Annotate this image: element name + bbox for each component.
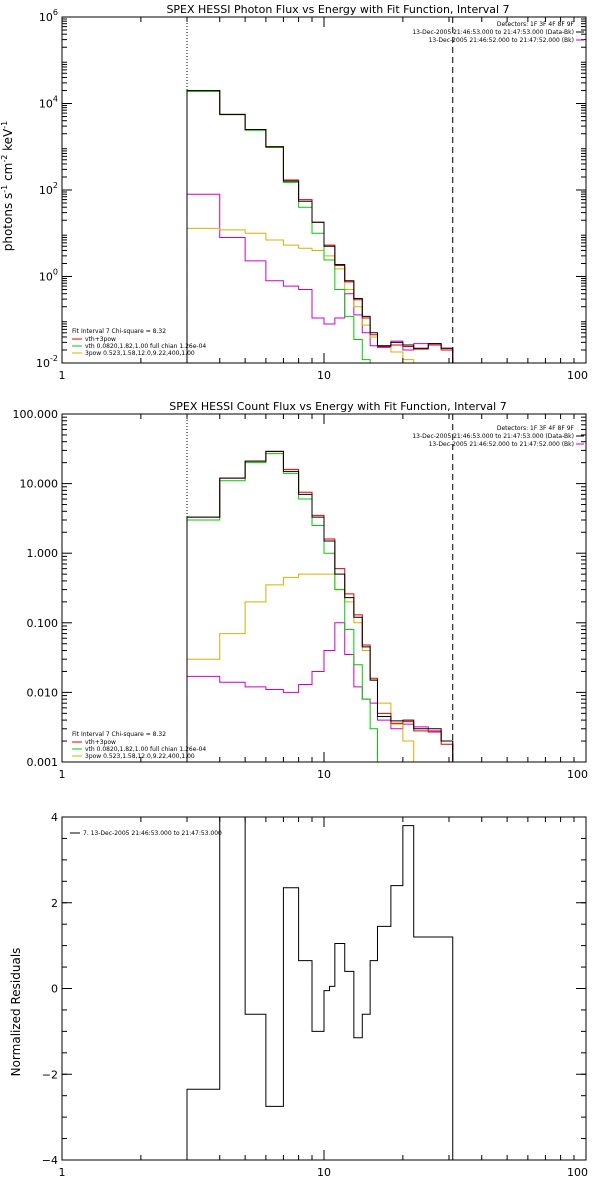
photon-flux-series-3pow [186,227,453,364]
count-flux-legend-fit: Fit Interval 7 Chi-square = 8.32 vth+3po… [72,731,206,760]
count-flux-x-tick-label: 1 [59,768,66,781]
residuals-x-ticks: 1 10 100 [59,817,588,1179]
count-flux-fit-vth: vth 0.0820,1.82,1.00 full chian 1.26e-04 [85,746,206,753]
residuals-y-tick-label: 0 [51,983,58,996]
count-flux-y-tick-label: 0.100 [27,617,59,630]
count-flux-detectors: Detectors: 1F 3F 4F 8F 9F [497,425,575,432]
count-flux-x-tick-label: 100 [567,768,588,781]
count-flux-y-tick-label: 100.000 [13,408,59,421]
photon-flux-y-ticks: 10-2 100 102 104 106 [36,8,586,370]
count-flux-legend-bk: 13-Dec-2005 21:46:52.000 to 21:47:52.000… [429,441,574,448]
photon-flux-fit-header: Fit Interval 7 Chi-square = 8.32 [72,328,166,335]
photon-flux-y-tick-label: 100 [39,268,58,284]
photon-flux-y-tick-label: 104 [39,95,58,111]
count-flux-fit-vth3pow: vth+3pow [85,739,116,746]
photon-flux-series-vth-plus-3pow [186,89,454,363]
photon-flux-series-vth [186,90,453,364]
residuals-x-tick-label: 1 [59,1166,66,1179]
count-flux-axes-frame [61,413,587,763]
residuals-ylabel: Normalized Residuals [9,948,23,1077]
photon-flux-axes-frame [61,16,587,364]
residuals-x-tick-label: 10 [317,1166,331,1179]
photon-flux-ylabel: photons s-1 cm-2 keV-1 [0,121,15,252]
photon-flux-detectors: Detectors: 1F 3F 4F 8F 9F [497,21,575,28]
photon-flux-y-tick-label: 102 [39,181,58,197]
residuals-legend: 7. 13-Dec-2005 21:46:53.000 to 21:47:53.… [70,830,222,837]
residuals-y-tick-label: −4 [42,1154,58,1167]
count-flux-legend-topright: Detectors: 1F 3F 4F 8F 9F 13-Dec-2005 21… [412,425,584,448]
residuals-legend-label: 7. 13-Dec-2005 21:46:53.000 to 21:47:53.… [83,830,222,837]
photon-flux-legend-fit: Fit Interval 7 Chi-square = 8.32 vth+3po… [72,328,206,357]
count-flux-y-tick-label: 1.000 [27,547,59,560]
count-flux-legend-data: 13-Dec-2005 21:46:53.000 to 21:47:53.000… [412,433,574,440]
photon-flux-fit-3pow: 3pow 0.523,1.58,12.0,9.22,400,1.00 [85,350,195,357]
photon-flux-title: SPEX HESSI Photon Flux vs Energy with Fi… [166,3,509,16]
residuals-series [186,816,454,1160]
photon-flux-legend-topright: Detectors: 1F 3F 4F 8F 9F 13-Dec-2005 21… [412,21,584,44]
count-flux-fit-3pow: 3pow 0.523,1.58,12.0,9.22,400,1.00 [85,753,195,760]
count-flux-panel: SPEX HESSI Count Flux vs Energy with Fit… [13,400,589,781]
photon-flux-x-tick-label: 1 [59,369,66,382]
count-flux-y-tick-label: 0.001 [27,756,59,769]
photon-flux-series-background [186,193,454,363]
residuals-y-tick-label: 4 [51,811,58,824]
photon-flux-y-tick-label: 106 [39,8,58,24]
photon-flux-panel: SPEX HESSI Photon Flux vs Energy with Fi… [0,3,588,382]
photon-flux-x-ticks: 1 10 100 [59,17,588,382]
count-flux-fit-header: Fit Interval 7 Chi-square = 8.32 [72,731,166,738]
photon-flux-markers [186,17,454,363]
residuals-x-tick-label: 100 [567,1166,588,1179]
residuals-axes-frame [61,816,587,1161]
residuals-y-tick-label: 2 [51,897,58,910]
count-flux-y-tick-label: 0.010 [27,686,59,699]
photon-flux-x-tick-label: 10 [317,369,331,382]
count-flux-series-vth-plus-3pow [186,450,454,762]
photon-flux-x-tick-label: 100 [567,369,588,382]
count-flux-title: SPEX HESSI Count Flux vs Energy with Fit… [169,400,506,413]
count-flux-y-ticks: 0.001 0.010 0.100 1.000 10.000 100.000 [13,408,586,769]
count-flux-x-ticks: 1 10 100 [59,414,588,781]
photon-flux-series [186,89,454,364]
count-flux-x-tick-label: 10 [317,768,331,781]
count-flux-series-3pow [186,573,453,763]
count-flux-markers [186,414,454,762]
count-flux-y-tick-label: 10.000 [20,478,59,491]
residuals-panel: Normalized Residuals 1 10 100 −4 −2 0 2 4 7. 1… [9,811,588,1179]
residuals-y-tick-label: −2 [42,1068,58,1081]
count-flux-series [186,450,454,763]
photon-flux-fit-vth3pow: vth+3pow [85,336,116,343]
photon-flux-fit-vth: vth 0.0820,1.82,1.00 full chian 1.26e-04 [85,343,206,350]
count-flux-series-vth [186,453,453,763]
count-flux-series-data [186,450,454,762]
photon-flux-y-tick-label: 10-2 [36,354,58,370]
photon-flux-legend-bk: 13-Dec-2005 21:46:52.000 to 21:47:52.000… [429,37,574,44]
photon-flux-series-data [186,89,454,363]
residuals-series-data [186,816,454,1160]
residuals-y-ticks: −4 −2 0 2 4 [42,811,586,1167]
photon-flux-legend-data: 13-Dec-2005 21:46:53.000 to 21:47:53.000… [412,29,574,36]
